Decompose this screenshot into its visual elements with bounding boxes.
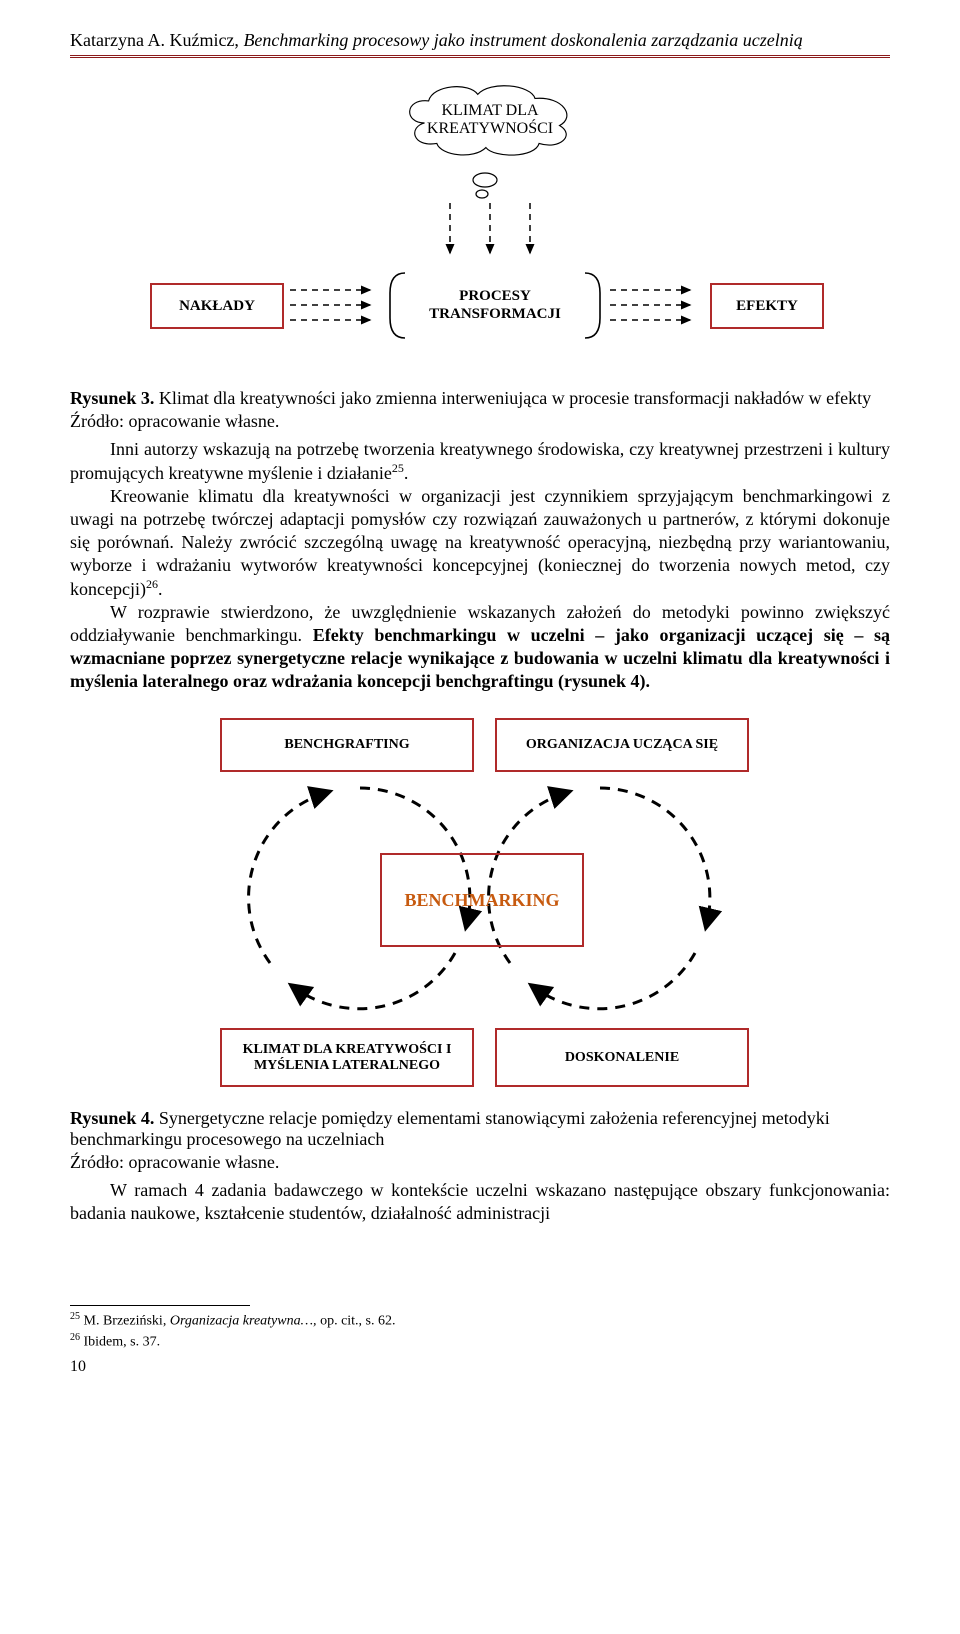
box-naklady: NAKŁADY [150, 283, 284, 329]
para2-end: . [158, 579, 163, 599]
after-fig4-para: W ramach 4 zadania badawczego w kontekśc… [70, 1180, 890, 1223]
header-title: Benchmarking procesowy jako instrument d… [243, 30, 802, 50]
figure-3-label: Rysunek 3. [70, 388, 154, 408]
footnote-rule [70, 1305, 250, 1306]
footnote-25a: M. Brzeziński, [80, 1314, 170, 1329]
figure-4-caption-text: Synergetyczne relacje pomiędzy elementam… [70, 1108, 830, 1149]
box-klimat: KLIMAT DLA KREATYWOŚCI I MYŚLENIA LATERA… [220, 1028, 474, 1087]
box-benchmarking: BENCHMARKING [380, 853, 584, 947]
para1-end: . [404, 463, 409, 483]
figure-4-caption: Rysunek 4. Synergetyczne relacje pomiędz… [70, 1108, 890, 1150]
arrows-down-icon [430, 198, 570, 268]
box-benchgrafting: BENCHGRAFTING [220, 718, 474, 772]
para2-text: Kreowanie klimatu dla kreatywności w org… [70, 486, 890, 599]
footnote-25: 25 M. Brzeziński, Organizacja kreatywna…… [70, 1310, 890, 1331]
figure-4-source: Źródło: opracowanie własne. [70, 1152, 890, 1173]
box-procesy: PROCESY TRANSFORMACJI [405, 283, 585, 328]
circle-left-icon [230, 768, 490, 1028]
box-doskonalenie: DOSKONALENIE [495, 1028, 749, 1087]
figure-4-diagram: BENCHGRAFTING ORGANIZACJA UCZĄCA SIĘ BEN… [160, 708, 800, 1098]
footnote-26-sup: 26 [70, 1332, 80, 1343]
footnote-25b: op. cit., s. 62. [320, 1314, 395, 1329]
page-number: 10 [70, 1358, 890, 1376]
para2-sup: 26 [146, 577, 158, 591]
figure-4-label: Rysunek 4. [70, 1108, 154, 1128]
footnote-26-text: Ibidem, s. 37. [80, 1335, 160, 1350]
header-author: Katarzyna A. Kuźmicz, [70, 30, 239, 50]
figure-3-diagram: KLIMAT DLA KREATYWNOŚCI NAKŁADY [130, 78, 830, 378]
para1-sup: 25 [392, 461, 404, 475]
figure-3-caption-text: Klimat dla kreatywności jako zmienna int… [159, 388, 871, 408]
footnote-26: 26 Ibidem, s. 37. [70, 1331, 890, 1352]
para1-text: Inni autorzy wskazują na potrzebę tworze… [70, 439, 890, 483]
body-paragraphs: Inni autorzy wskazują na potrzebę tworze… [70, 438, 890, 693]
figure-3-source: Źródło: opracowanie własne. [70, 411, 890, 432]
circle-right-icon [470, 768, 730, 1028]
after-fig4-text: W ramach 4 zadania badawczego w kontekśc… [70, 1179, 890, 1225]
box-organizacja: ORGANIZACJA UCZĄCA SIĘ [495, 718, 749, 772]
arrows-lc-icon [285, 278, 385, 333]
footnote-25-italic: Organizacja kreatywna…, [170, 1314, 320, 1329]
figure-3-caption: Rysunek 3. Klimat dla kreatywności jako … [70, 388, 890, 409]
running-header: Katarzyna A. Kuźmicz, Benchmarking proce… [70, 30, 890, 58]
footnote-25-sup: 25 [70, 1311, 80, 1322]
thought-bubble-icon [470, 170, 500, 200]
cloud-label: KLIMAT DLA KREATYWNOŚCI [380, 102, 600, 137]
arrows-cr-icon [605, 278, 705, 333]
box-efekty: EFEKTY [710, 283, 824, 329]
